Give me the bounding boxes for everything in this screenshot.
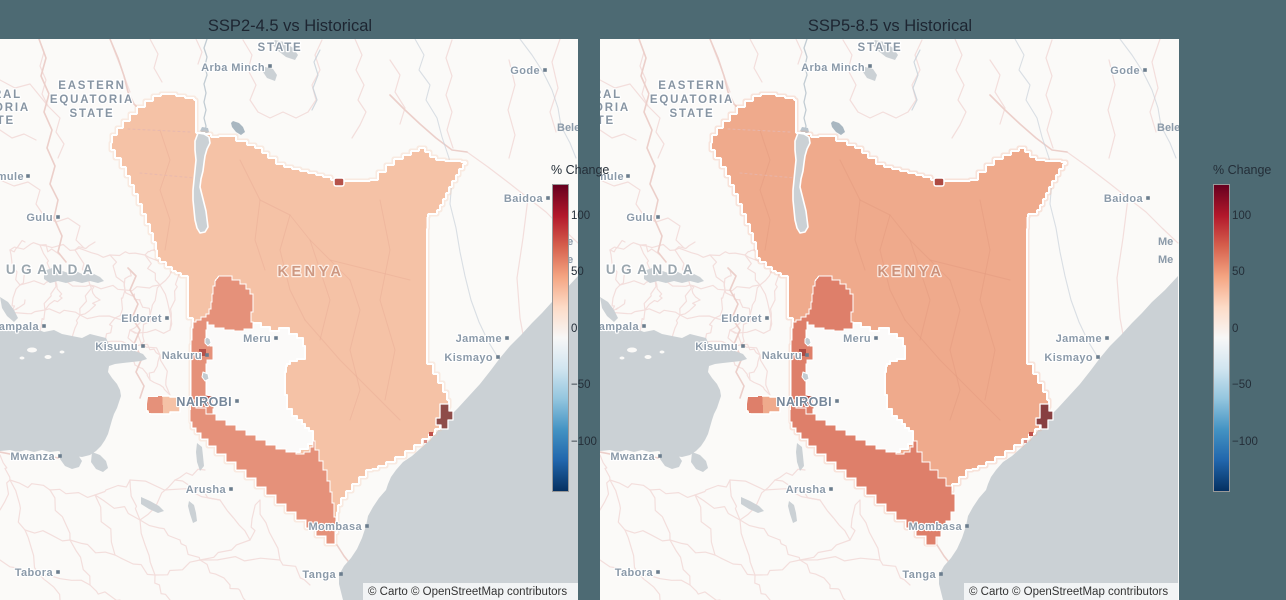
svg-text:Nakuru: Nakuru (162, 350, 202, 362)
svg-text:Gulu: Gulu (626, 212, 653, 224)
svg-text:Tanga: Tanga (902, 569, 936, 581)
svg-text:Meru: Meru (843, 333, 871, 345)
svg-text:EASTERN: EASTERN (58, 80, 126, 92)
svg-text:UGANDA: UGANDA (6, 262, 98, 277)
svg-text:NAIROBI: NAIROBI (776, 395, 832, 409)
svg-text:Mwanza: Mwanza (10, 451, 55, 463)
svg-text:Mombasa: Mombasa (308, 521, 362, 533)
svg-text:Arba Minch: Arba Minch (801, 62, 865, 74)
svg-text:TE: TE (0, 115, 15, 127)
svg-text:Arba Minch: Arba Minch (201, 62, 265, 74)
svg-text:UGANDA: UGANDA (606, 262, 698, 277)
svg-text:Baidoa: Baidoa (1104, 193, 1144, 205)
svg-text:STATE: STATE (670, 108, 715, 120)
svg-text:STATE: STATE (258, 42, 303, 54)
svg-text:Tabora: Tabora (15, 567, 54, 579)
svg-text:Tabora: Tabora (615, 567, 654, 579)
svg-text:TORIA: TORIA (600, 102, 630, 114)
svg-text:Baidoa: Baidoa (504, 193, 544, 205)
svg-text:© Carto © OpenStreetMap contri: © Carto © OpenStreetMap contributors (368, 586, 567, 598)
svg-text:KENYA: KENYA (278, 264, 345, 280)
svg-text:Jamame: Jamame (456, 333, 502, 345)
svg-text:Kismayo: Kismayo (444, 352, 493, 364)
svg-text:Meru: Meru (243, 333, 271, 345)
svg-text:Me: Me (1158, 236, 1173, 248)
svg-text:Kisumu: Kisumu (695, 341, 738, 353)
svg-text:Kampala: Kampala (0, 321, 39, 333)
svg-text:Eldoret: Eldoret (721, 313, 762, 325)
svg-text:TE: TE (600, 115, 615, 127)
svg-text:© Carto © OpenStreetMap contri: © Carto © OpenStreetMap contributors (969, 586, 1168, 598)
svg-text:Mwanza: Mwanza (610, 451, 655, 463)
svg-text:Arusha: Arusha (186, 484, 227, 496)
svg-text:Jamame: Jamame (1056, 333, 1102, 345)
svg-text:STATE: STATE (70, 108, 115, 120)
svg-text:Arusha: Arusha (786, 484, 827, 496)
svg-text:RAL: RAL (0, 89, 22, 101)
svg-text:Nimule: Nimule (0, 171, 24, 183)
svg-text:Gode: Gode (510, 65, 540, 77)
svg-text:TORIA: TORIA (0, 102, 30, 114)
svg-text:Eldoret: Eldoret (121, 313, 162, 325)
svg-text:Kismayo: Kismayo (1044, 352, 1093, 364)
svg-text:EQUATORIA: EQUATORIA (50, 94, 134, 106)
svg-text:KENYA: KENYA (878, 264, 945, 280)
svg-text:Me: Me (1158, 254, 1173, 266)
svg-text:Tanga: Tanga (302, 569, 336, 581)
svg-text:EASTERN: EASTERN (658, 80, 726, 92)
svg-text:EQUATORIA: EQUATORIA (650, 94, 734, 106)
svg-text:Nakuru: Nakuru (762, 350, 802, 362)
svg-text:Beledweyne: Beledweyne (557, 122, 578, 134)
svg-text:Beledweyne: Beledweyne (1157, 122, 1179, 134)
svg-text:RAL: RAL (600, 89, 622, 101)
svg-text:Gode: Gode (1110, 65, 1140, 77)
svg-text:Gulu: Gulu (26, 212, 53, 224)
svg-text:NAIROBI: NAIROBI (176, 395, 232, 409)
svg-text:Nimule: Nimule (600, 171, 624, 183)
svg-text:STATE: STATE (858, 42, 903, 54)
svg-text:Kisumu: Kisumu (95, 341, 138, 353)
svg-text:Kampala: Kampala (600, 321, 639, 333)
svg-text:Mombasa: Mombasa (908, 521, 962, 533)
